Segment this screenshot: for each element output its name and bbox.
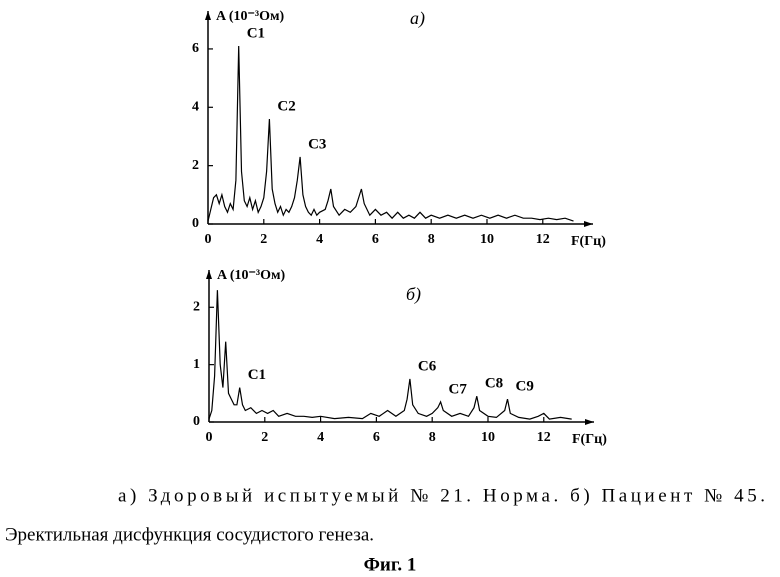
peak-annotation: C9	[516, 378, 534, 394]
y-tick-label: 6	[192, 41, 199, 56]
spectrum-line	[208, 290, 572, 420]
y-tick-label: 2	[193, 300, 200, 315]
caption-line: а) Здоровый испытуемый № 21. Норма. б) П…	[118, 485, 765, 506]
panel-label: б)	[406, 284, 421, 305]
peak-annotation: C3	[308, 136, 326, 152]
x-tick-label: 0	[205, 232, 212, 247]
peak-annotation: C1	[247, 25, 265, 41]
x-tick-label: 12	[537, 430, 551, 445]
x-tick-label: 4	[317, 430, 324, 445]
x-tick-label: 10	[481, 430, 495, 445]
peak-annotation: C1	[248, 367, 266, 383]
y-tick-label: 4	[192, 100, 199, 115]
x-tick-label: 4	[316, 232, 323, 247]
figure-label: Фиг. 1	[364, 554, 417, 575]
x-tick-label: 2	[260, 232, 267, 247]
peak-annotation: C6	[418, 358, 437, 374]
y-tick-label: 1	[193, 357, 200, 372]
x-tick-label: 6	[372, 232, 379, 247]
y-arrow	[205, 11, 211, 20]
x-axis-label: F(Гц)	[572, 432, 607, 447]
x-tick-label: 2	[261, 430, 268, 445]
spectrum-line	[207, 45, 574, 222]
peak-annotation: C2	[277, 98, 295, 114]
x-tick-label: 12	[536, 232, 550, 247]
x-tick-label: 8	[428, 232, 435, 247]
y-axis-label: A (10⁻³Ом)	[217, 268, 286, 283]
y-arrow	[206, 270, 212, 279]
y-axis-label: A (10⁻³Ом)	[216, 9, 285, 24]
caption-line: Эректильная дисфункция сосудистого генез…	[5, 524, 374, 545]
x-tick-label: 8	[429, 430, 436, 445]
peak-annotation: C7	[449, 381, 468, 397]
y-tick-label: 2	[192, 158, 199, 173]
y-tick-label: 0	[192, 216, 199, 231]
x-arrow	[584, 221, 593, 227]
x-axis-label: F(Гц)	[571, 234, 606, 249]
x-tick-label: 10	[480, 232, 494, 247]
y-tick-label: 0	[193, 414, 200, 429]
x-tick-label: 6	[373, 430, 380, 445]
x-tick-label: 0	[206, 430, 213, 445]
x-arrow	[585, 419, 594, 425]
peak-annotation: C8	[485, 376, 503, 392]
panel-label: а)	[410, 8, 425, 29]
